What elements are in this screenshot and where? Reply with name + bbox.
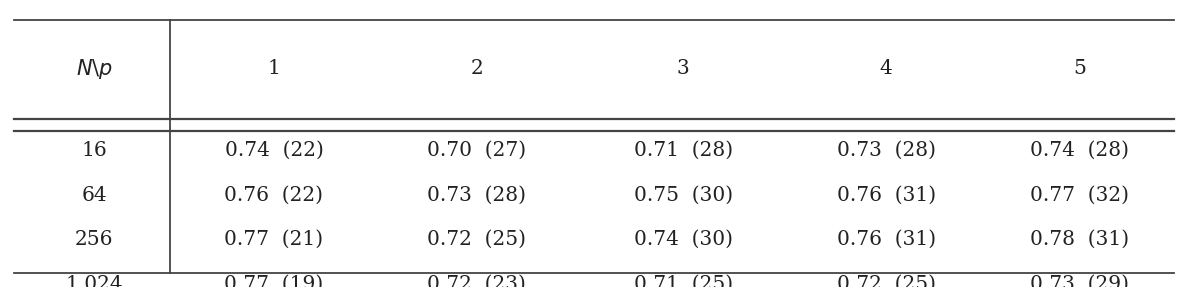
Text: 0.73  (29): 0.73 (29) xyxy=(1030,275,1130,287)
Text: 0.73  (28): 0.73 (28) xyxy=(428,186,526,205)
Text: 0.76  (31): 0.76 (31) xyxy=(836,186,936,205)
Text: 0.74  (22): 0.74 (22) xyxy=(225,141,323,160)
Text: 2: 2 xyxy=(470,59,484,78)
Text: 16: 16 xyxy=(82,141,107,160)
Text: 0.74  (30): 0.74 (30) xyxy=(633,230,733,249)
Text: 1,024: 1,024 xyxy=(65,275,124,287)
Text: 256: 256 xyxy=(75,230,114,249)
Text: 1: 1 xyxy=(267,59,280,78)
Text: $N\backslash p$: $N\backslash p$ xyxy=(76,57,113,81)
Text: 4: 4 xyxy=(880,59,892,78)
Text: 0.76  (22): 0.76 (22) xyxy=(225,186,323,205)
Text: 5: 5 xyxy=(1074,59,1086,78)
Text: 0.70  (27): 0.70 (27) xyxy=(428,141,526,160)
Text: 0.75  (30): 0.75 (30) xyxy=(633,186,733,205)
Text: 64: 64 xyxy=(82,186,107,205)
Text: 0.78  (31): 0.78 (31) xyxy=(1030,230,1130,249)
Text: 0.76  (31): 0.76 (31) xyxy=(836,230,936,249)
Text: 0.74  (28): 0.74 (28) xyxy=(1030,141,1130,160)
Text: 0.73  (28): 0.73 (28) xyxy=(836,141,936,160)
Text: 0.72  (23): 0.72 (23) xyxy=(428,275,526,287)
Text: 3: 3 xyxy=(677,59,690,78)
Text: 0.77  (19): 0.77 (19) xyxy=(225,275,323,287)
Text: 0.71  (28): 0.71 (28) xyxy=(633,141,733,160)
Text: 0.77  (32): 0.77 (32) xyxy=(1030,186,1130,205)
Text: 0.77  (21): 0.77 (21) xyxy=(225,230,323,249)
Text: 0.71  (25): 0.71 (25) xyxy=(633,275,733,287)
Text: 0.72  (25): 0.72 (25) xyxy=(836,275,936,287)
Text: 0.72  (25): 0.72 (25) xyxy=(428,230,526,249)
